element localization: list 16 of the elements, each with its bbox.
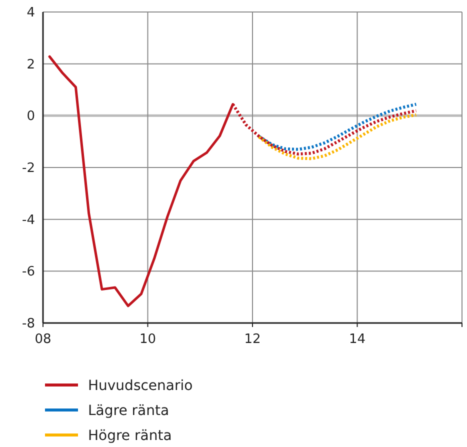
legend-label: Högre ränta [88,428,172,444]
line-series [258,113,418,160]
line-series [258,102,418,151]
y-tick-label: 2 [26,57,35,72]
x-tick-label: 14 [348,332,366,347]
y-tick-label: -6 [22,264,35,280]
legend-label: Lägre ränta [88,402,170,419]
x-tick-label: 08 [34,332,52,347]
x-tick-label: 10 [139,332,156,347]
y-tick-label: -2 [22,161,35,176]
y-tick-label: 0 [26,109,35,124]
legend-label: Huvudscenario [88,378,193,394]
y-tick-label: 4 [26,6,35,21]
x-tick-label: 12 [244,332,261,347]
y-tick-label: -4 [22,212,35,228]
y-tick-label: -8 [22,316,35,332]
